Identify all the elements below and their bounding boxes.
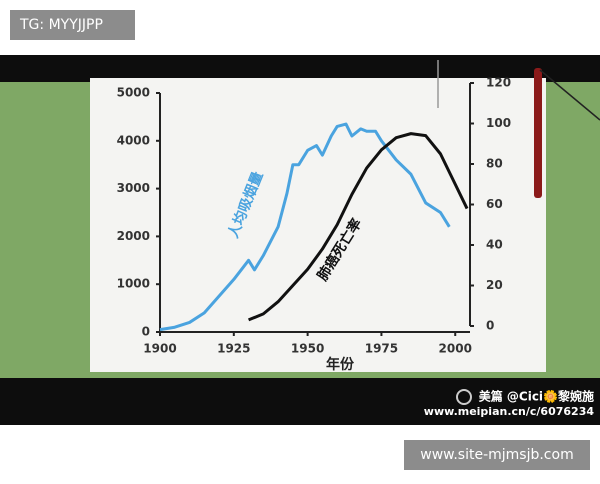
y2-tick-label: 100: [486, 116, 511, 130]
y-tick-label: 0: [142, 325, 150, 339]
y-tick-label: 1000: [117, 277, 150, 291]
watermark: www.meipian.cn/c/6076234: [424, 405, 595, 418]
watermark: 美篇 @Cici🌼黎婉施: [479, 389, 594, 404]
chart-area: [90, 78, 546, 372]
y2-tick-label: 80: [486, 157, 503, 171]
tag-box: [10, 10, 135, 40]
tag-text: TG: MYYJJPP: [19, 17, 103, 33]
x-tick-label: 1925: [217, 342, 250, 356]
watermark-logo: [456, 389, 472, 405]
x-tick-label: 1950: [291, 342, 324, 356]
site-box: [404, 440, 590, 470]
site-text: www.site-mjmsjb.com: [420, 447, 573, 463]
series-line: [248, 132, 469, 322]
x-axis-label: 年份: [326, 356, 355, 373]
red-object: [534, 68, 542, 198]
y2-tick-label: 20: [486, 278, 503, 292]
y-tick-label: 5000: [117, 86, 150, 100]
x-tick-label: 2000: [439, 342, 472, 356]
y-tick-label: 4000: [117, 133, 150, 147]
y2-tick-label: 40: [486, 238, 503, 252]
y-tick-label: 3000: [117, 181, 150, 195]
x-tick-label: 1975: [365, 342, 398, 356]
y2-tick-label: 60: [486, 197, 503, 211]
x-tick-label: 1900: [143, 342, 176, 356]
y2-tick-label: 120: [486, 76, 511, 90]
y-tick-label: 2000: [117, 229, 150, 243]
cable: [539, 69, 600, 121]
y2-tick-label: 0: [486, 319, 494, 333]
